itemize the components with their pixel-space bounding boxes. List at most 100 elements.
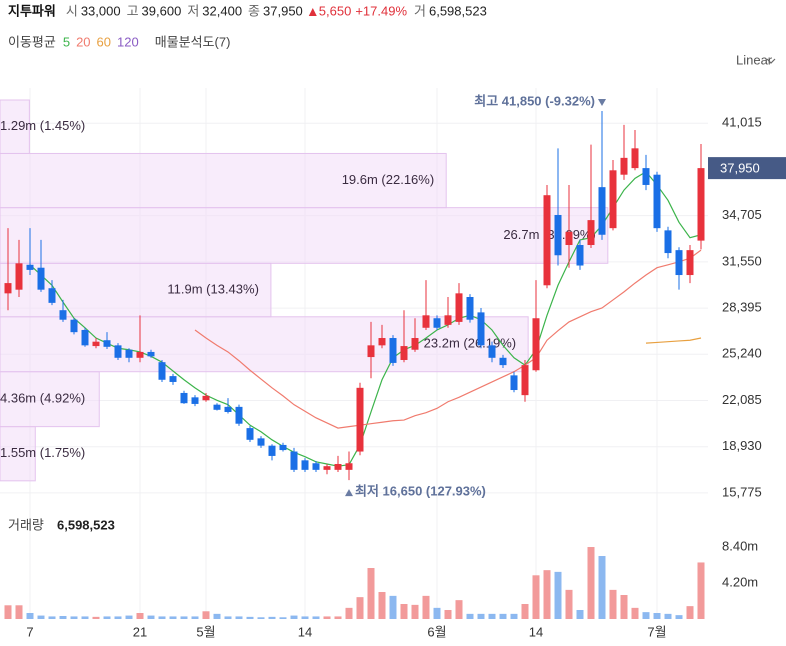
volume-bar xyxy=(268,616,276,619)
candle-body xyxy=(598,187,606,235)
y-tick-label: 34,705 xyxy=(722,207,762,222)
x-tick-label: 5월 xyxy=(196,624,215,639)
candle-body xyxy=(587,220,595,246)
candle-body xyxy=(554,214,562,256)
profile-label: 19.6m (22.16%) xyxy=(342,172,435,187)
candle-body xyxy=(48,288,56,303)
candle-body xyxy=(466,297,474,320)
candle-body xyxy=(543,195,551,286)
candle-body xyxy=(444,315,452,325)
volume-bar xyxy=(609,589,617,619)
candle-body xyxy=(290,451,298,470)
candle-body xyxy=(675,250,683,276)
candle-body xyxy=(191,397,199,404)
candle-body xyxy=(202,395,210,401)
volume-bar xyxy=(180,616,188,619)
candle-body xyxy=(499,357,507,366)
x-tick-label: 21 xyxy=(133,624,147,639)
volume-bar xyxy=(675,615,683,619)
volume-bar xyxy=(411,604,419,619)
volume-bar xyxy=(488,613,496,619)
candle-body xyxy=(356,387,364,452)
y-tick-label: 41,015 xyxy=(722,115,762,130)
candle-body xyxy=(15,263,23,290)
candle-body xyxy=(301,460,309,470)
low-label: 최저 16,650 (127.93%) xyxy=(355,484,486,499)
candle-body xyxy=(488,345,496,358)
candle-body xyxy=(697,168,705,241)
candle-body xyxy=(378,338,386,346)
volume-bar xyxy=(422,595,430,619)
x-tick-label: 7월 xyxy=(647,624,666,639)
candle-body xyxy=(521,365,529,396)
legend-entry: 5 xyxy=(63,34,70,49)
profile-label: 1.55m (1.75%) xyxy=(0,445,85,460)
volume-bar xyxy=(235,616,243,619)
quote-key: 저 xyxy=(187,3,199,18)
volume-bar xyxy=(224,616,232,619)
profile-title: 매물분석도(7) xyxy=(155,34,231,49)
candle-body xyxy=(323,466,331,470)
high-marker xyxy=(598,98,606,106)
volume-bar xyxy=(37,615,45,619)
candle-body xyxy=(477,312,485,346)
change-pct: +17.49% xyxy=(355,3,407,18)
candle-body xyxy=(158,362,166,380)
candle-body xyxy=(92,341,100,347)
volume-bar xyxy=(147,615,155,619)
quote-value: 37,950 xyxy=(263,3,303,18)
candle-body xyxy=(81,329,89,346)
ma-line xyxy=(194,249,702,429)
volume-bar xyxy=(279,617,287,619)
x-tick-label: 7 xyxy=(26,624,33,639)
candle-body xyxy=(4,283,12,294)
quote-value: 32,400 xyxy=(202,3,242,18)
volume-bar xyxy=(697,562,705,619)
y-tick-label: 22,085 xyxy=(722,392,762,407)
candle-body xyxy=(686,250,694,276)
volume-bar xyxy=(356,597,364,619)
volume-bar xyxy=(400,604,408,619)
volume-bar xyxy=(125,615,133,619)
volume-bar xyxy=(92,616,100,619)
profile-label: 23.2m (26.19%) xyxy=(424,336,517,351)
volume-bar xyxy=(136,613,144,619)
volume-bar xyxy=(26,613,34,619)
candle-body xyxy=(180,392,188,404)
candle-body xyxy=(565,231,573,246)
volume-bar xyxy=(642,612,650,619)
profile-bar xyxy=(0,152,447,209)
volume-bar xyxy=(81,616,89,619)
legend-entry: 60 xyxy=(97,34,111,49)
candle-body xyxy=(114,345,122,358)
candle-body xyxy=(235,406,243,424)
chevron xyxy=(766,58,776,64)
candle-body xyxy=(510,375,518,391)
candle-body xyxy=(642,168,650,185)
volume-bar xyxy=(587,547,595,619)
ma-line xyxy=(645,337,702,344)
candle-body xyxy=(59,310,67,320)
volume-bar xyxy=(290,615,298,619)
scale-toggle[interactable]: Linear xyxy=(736,52,773,67)
candle-body xyxy=(246,428,254,440)
volume-tick-label: 4.20m xyxy=(722,574,758,589)
volume-bar xyxy=(169,616,177,619)
volume-bar xyxy=(59,616,67,619)
candle-body xyxy=(576,245,584,266)
volume-bar xyxy=(48,616,56,619)
volume-bar xyxy=(15,605,23,619)
candle-body xyxy=(136,351,144,358)
volume-bar xyxy=(70,616,78,619)
stock-name: 지투파워 xyxy=(8,3,56,18)
last-price-tag xyxy=(708,157,786,180)
x-tick-label: 14 xyxy=(298,624,312,639)
profile-bar xyxy=(0,99,30,154)
quote-value: 33,000 xyxy=(81,3,121,18)
profile-label: 1.29m (1.45%) xyxy=(0,118,85,133)
quote-value: 6,598,523 xyxy=(429,3,487,18)
legend-entry: 120 xyxy=(117,34,139,49)
volume-bar xyxy=(301,616,309,619)
volume-bar xyxy=(312,616,320,619)
volume-bar xyxy=(510,613,518,619)
